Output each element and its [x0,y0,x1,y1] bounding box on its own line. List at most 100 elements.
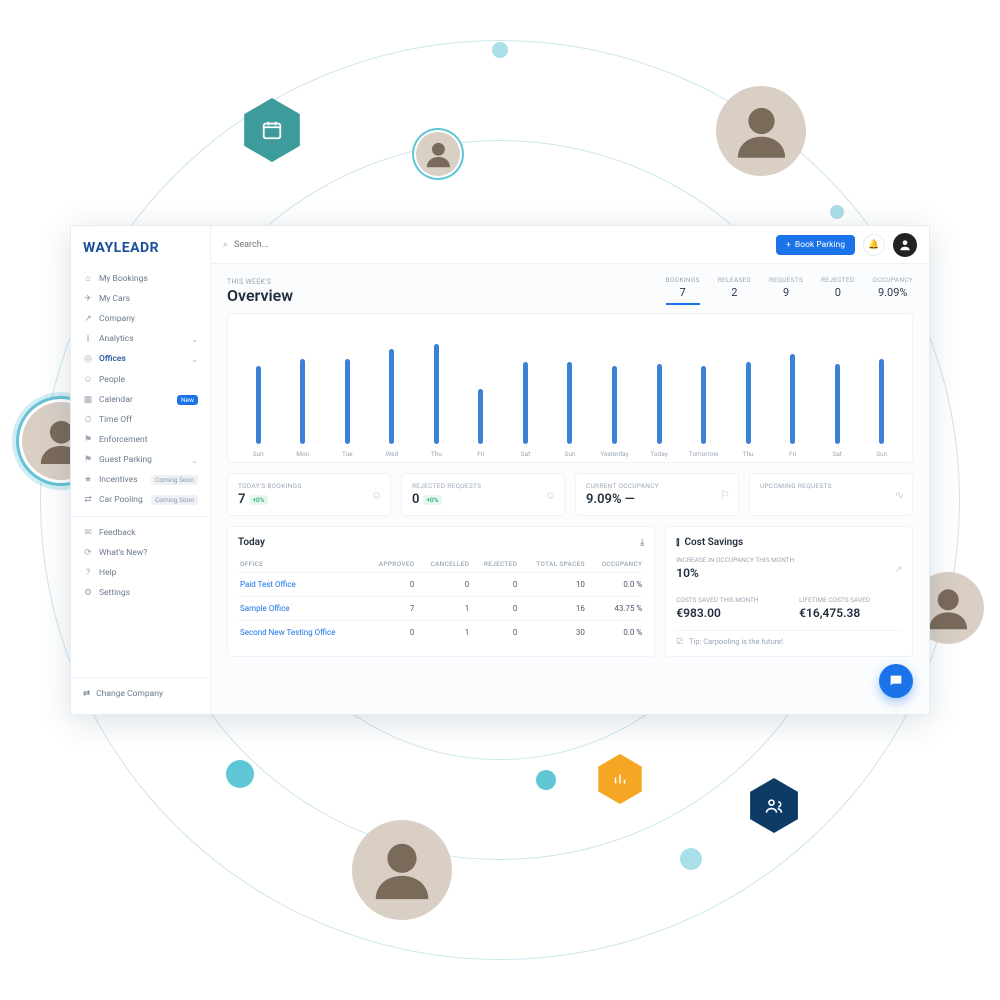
stat-value: 7 [666,286,700,299]
nav-label: Settings [99,588,130,598]
sidebar-item-company[interactable]: ↗Company [71,309,210,329]
sidebar-item-analytics[interactable]: ⫾Analytics⌄ [71,329,210,349]
table-cell: 0 [471,597,519,621]
chevron-down-icon: ⌄ [191,456,198,465]
people-hex-icon [750,778,798,833]
bar [567,362,572,444]
summary-card[interactable]: TODAY'S BOOKINGS 7+0%☺ [227,473,391,516]
increase-label: INCREASE IN OCCUPANCY THIS MONTH [676,556,902,564]
sidebar-item-my-cars[interactable]: ✈My Cars [71,289,210,309]
nav-icon: ⟳ [83,548,93,558]
sidebar-item-feedback[interactable]: ✉Feedback [71,523,210,543]
chart-bar: Yesterday [594,366,634,458]
stat-rejected[interactable]: REJECTED 0 [821,276,854,305]
table-row[interactable]: Sample Office7101643.75 % [238,597,644,621]
sidebar-item-help[interactable]: ?Help [71,563,210,583]
table-cell: 1 [416,597,471,621]
nav-icon: ⫾ [83,334,93,344]
search-input[interactable] [234,240,768,250]
sidebar-item-people[interactable]: ☺People [71,369,210,390]
bar-label: Sun [876,450,887,458]
nav-label: What's New? [99,548,147,558]
change-company[interactable]: ⇄Change Company [71,684,210,704]
sidebar-item-settings[interactable]: ⚙Settings [71,583,210,603]
search-box[interactable]: ⌕ [223,240,768,250]
summary-card[interactable]: REJECTED REQUESTS0+0%☺ [401,473,565,516]
summary-card[interactable]: UPCOMING REQUESTS∿ [749,473,913,516]
card-value: 0+0% [412,492,554,507]
chart-bar: Sat [505,362,545,458]
nav-label: My Cars [99,294,130,304]
nav-icon: ✉ [83,528,93,538]
table-row[interactable]: Second New Testing Office010300.0 % [238,621,644,645]
chart-bar: Sun [862,359,902,458]
today-title: Today [238,537,265,548]
sidebar-item-car-pooling[interactable]: ⇄Car PoolingComing Soon [71,490,210,510]
trend-up-icon: ↗ [894,565,902,575]
overview-sup: THIS WEEK'S [227,278,293,286]
sidebar-item-enforcement[interactable]: ⚑Enforcement [71,430,210,450]
stat-label: REJECTED [821,276,854,284]
table-row[interactable]: Paid Test Office000100.0 % [238,573,644,597]
sidebar-item-time-off[interactable]: ⏱Time Off [71,410,210,430]
stat-requests[interactable]: REQUESTS9 [769,276,803,305]
table-cell: 43.75 % [587,597,644,621]
nav-label: Enforcement [99,435,148,445]
card-label: REJECTED REQUESTS [412,482,554,490]
bar [345,359,350,444]
table-header: OCCUPANCY [587,556,644,573]
stat-released[interactable]: RELEASED 2 [718,276,751,305]
chart-bar: Mon [283,359,323,458]
table-cell: 0.0 % [587,621,644,645]
stat-occupancy[interactable]: OCCUPANCY9.09% [872,276,913,305]
office-link[interactable]: Sample Office [238,597,366,621]
content: THIS WEEK'S Overview BOOKINGS7RELEASED2R… [211,264,929,669]
summary-card[interactable]: CURRENT OCCUPANCY9.09% —⚐ [575,473,739,516]
card-value: 7+0% [238,492,380,507]
bar [657,364,662,444]
notifications-button[interactable]: 🔔 [863,234,885,256]
book-parking-button[interactable]: +Book Parking [776,235,855,255]
bar-label: Fri [789,450,796,458]
nav-label: Incentives [99,475,137,485]
sidebar-item-offices[interactable]: ◎Offices⌄ [71,349,210,369]
tip-row: ☑Tip: Carpooling is the future! [676,630,902,646]
office-link[interactable]: Second New Testing Office [238,621,366,645]
bar [478,389,483,444]
table-cell: 0 [366,621,417,645]
table-cell: 0 [366,573,417,597]
sidebar-item-guest-parking[interactable]: ⚑Guest Parking⌄ [71,450,210,470]
nav-label: My Bookings [99,274,148,284]
card-icon: ∿ [895,488,904,501]
orbit-dot [830,205,844,219]
bar-label: Sat [521,450,531,458]
table-header: APPROVED [366,556,417,573]
nav-badge: Coming Soon [151,475,198,485]
nav-label: Offices [99,354,126,364]
sidebar-item-incentives[interactable]: ★IncentivesComing Soon [71,470,210,490]
sidebar-item-what-s-new-[interactable]: ⟳ What's New? [71,543,210,563]
sidebar-item-my-bookings[interactable]: ⌂My Bookings [71,268,210,289]
stat-label: RELEASED [718,276,751,284]
bar-label: Today [650,450,668,458]
stat-label: REQUESTS [769,276,803,284]
bar [879,359,884,444]
user-avatar[interactable] [893,233,917,257]
sidebar-item-calendar[interactable]: ▦CalendarNew [71,390,210,410]
sidebar: WAYLEADR ⌂My Bookings✈My Cars↗Company⫾An… [71,226,211,714]
nav-icon: ? [83,568,93,578]
chart-bar: Fri [773,354,813,458]
stat-bookings[interactable]: BOOKINGS7 [666,276,700,305]
card-label: TODAY'S BOOKINGS [238,482,380,490]
card-icon: ☺ [371,488,382,501]
office-link[interactable]: Paid Test Office [238,573,366,597]
chat-button[interactable] [879,664,913,698]
stat-value: 2 [718,286,751,299]
download-icon[interactable]: ⤓ [640,538,644,548]
main-area: ⌕ +Book Parking 🔔 THIS WEEK'S Overview B… [211,226,929,714]
table-cell: 0.0 % [587,573,644,597]
stat-value: 0 [821,286,854,299]
bar-label: Thu [743,450,754,458]
nav-icon: ⏱ [83,415,93,425]
nav-label: Company [99,314,135,324]
